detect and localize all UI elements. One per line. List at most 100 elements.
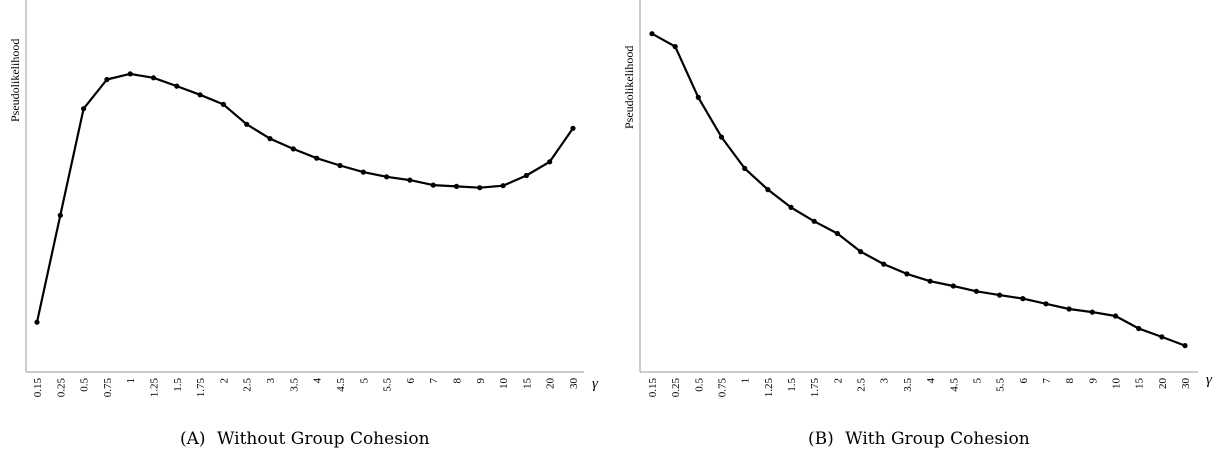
data-point-b-9: [858, 249, 864, 255]
x-tick-label-a-3: 0.75: [102, 378, 114, 398]
x-tick-label-b-7: 1.75: [809, 378, 821, 398]
x-tick-label-a-2: 0.5: [79, 378, 91, 392]
data-point-b-13: [950, 283, 956, 289]
data-point-a-4: [127, 71, 133, 77]
x-tick-label-a-16: 6: [405, 378, 417, 384]
data-point-b-6: [788, 204, 794, 210]
data-point-a-8: [220, 101, 226, 107]
data-point-b-18: [1066, 306, 1072, 312]
x-tick-label-a-7: 1.75: [195, 378, 207, 398]
data-point-b-7: [811, 218, 817, 224]
x-tick-label-b-15: 5.5: [995, 378, 1007, 392]
y-axis-label-b: Pseudolikelihood: [622, 46, 636, 129]
x-tick-label-a-22: 20: [545, 378, 557, 390]
x-tick-label-a-19: 9: [475, 378, 487, 384]
data-point-b-16: [1020, 296, 1026, 302]
x-tick-label-b-14: 5: [971, 378, 983, 384]
x-tick-label-a-20: 10: [498, 378, 510, 390]
x-tick-labels-a: 0.15 0.25 0.5 0.75 1 1.25 1.5 1.75 2 2.5 3 3.5 4 4.5 5…: [32, 378, 580, 398]
x-tick-label-a-10: 3: [265, 378, 277, 384]
data-point-a-11: [290, 146, 296, 152]
x-tick-label-b-4: 1: [740, 378, 752, 384]
y-axis-label-a: Pseudolikelihood: [8, 39, 22, 122]
x-tick-label-b-11: 3.5: [902, 378, 914, 392]
data-point-a-14: [360, 169, 366, 175]
data-point-b-0: [649, 31, 655, 37]
panel-b: Pseudolikelihood γ 0.15 0.25 0.5 0.75 1 1.25 1…: [622, 0, 1213, 397]
data-point-b-15: [997, 292, 1003, 298]
x-tick-label-b-20: 10: [1111, 378, 1123, 390]
x-axis-label-b: γ: [1206, 372, 1213, 388]
x-tick-label-b-10: 3: [879, 378, 891, 384]
data-point-b-19: [1089, 309, 1095, 315]
data-point-a-13: [337, 162, 343, 169]
x-tick-label-b-18: 8: [1064, 378, 1076, 384]
x-tick-label-b-6: 1.5: [786, 378, 798, 392]
caption-a: (A) Without Group Cohesion: [180, 429, 430, 449]
x-tick-label-a-15: 5.5: [382, 378, 394, 392]
data-point-b-2: [695, 94, 701, 100]
x-tick-label-a-18: 8: [452, 378, 464, 384]
x-tick-label-a-4: 1: [125, 378, 137, 384]
data-point-a-9: [244, 121, 250, 127]
data-point-a-3: [104, 76, 110, 83]
data-point-a-0: [34, 319, 40, 325]
data-point-a-19: [477, 185, 483, 191]
x-tick-label-b-0: 0.15: [647, 378, 659, 398]
x-tick-label-b-5: 1.25: [763, 378, 775, 398]
x-tick-label-a-9: 2.5: [242, 378, 254, 392]
x-tick-label-a-6: 1.5: [172, 378, 184, 392]
data-point-a-10: [267, 136, 273, 142]
x-tick-label-a-1: 0.25: [55, 378, 67, 398]
x-tick-label-a-11: 3.5: [288, 378, 300, 392]
data-point-b-22: [1159, 334, 1165, 340]
data-point-b-10: [881, 261, 887, 267]
data-point-a-18: [453, 183, 460, 189]
x-tick-label-b-2: 0.5: [693, 378, 705, 392]
caption-b-tag: (B): [808, 429, 834, 449]
data-point-a-2: [81, 106, 87, 112]
data-point-a-17: [430, 182, 436, 188]
data-point-b-21: [1136, 325, 1142, 332]
x-tick-label-b-13: 4.5: [948, 378, 960, 392]
data-point-a-23: [570, 125, 576, 131]
x-tick-label-a-14: 5: [358, 378, 370, 384]
x-tick-label-b-3: 0.75: [717, 378, 729, 398]
x-tick-label-b-1: 0.25: [670, 378, 682, 398]
x-tick-label-b-16: 6: [1018, 378, 1030, 384]
x-tick-label-b-23: 30: [1180, 378, 1192, 390]
x-tick-labels-b: 0.15 0.25 0.5 0.75 1 1.25 1.5 1.75 2 2.5 3 3.5 4 4.5 5…: [647, 378, 1192, 398]
data-point-a-7: [197, 92, 203, 98]
data-point-a-22: [547, 159, 553, 165]
data-point-b-14: [973, 288, 980, 294]
panel-a: Pseudolikelihood γ 0.15 0.25 0.5 0.75 1 1.25 1…: [8, 0, 599, 397]
x-tick-label-a-0: 0.15: [32, 378, 44, 398]
series-line-a: [35, 72, 574, 323]
data-point-a-21: [523, 172, 530, 179]
x-tick-label-b-17: 7: [1041, 378, 1053, 384]
caption-a-tag: (A): [180, 429, 206, 449]
x-tick-label-a-21: 15: [521, 378, 533, 390]
data-point-a-5: [150, 75, 157, 81]
data-point-b-20: [1112, 313, 1119, 319]
data-point-a-1: [57, 212, 63, 218]
x-tick-label-a-5: 1.25: [149, 378, 161, 398]
x-tick-label-b-19: 9: [1087, 378, 1099, 384]
data-point-b-23: [1182, 343, 1188, 349]
x-tick-label-b-12: 4: [925, 378, 937, 384]
x-tick-label-b-8: 2: [832, 378, 844, 384]
x-tick-label-a-13: 4.5: [335, 378, 347, 392]
data-point-b-1: [672, 44, 678, 50]
data-point-b-8: [834, 230, 841, 237]
caption-b: (B) With Group Cohesion: [808, 429, 1030, 449]
data-point-a-20: [500, 183, 506, 189]
x-tick-label-a-17: 7: [428, 378, 440, 384]
data-point-a-16: [407, 177, 413, 183]
data-point-a-15: [384, 174, 390, 180]
x-tick-label-a-12: 4: [312, 378, 324, 384]
data-point-b-12: [927, 278, 933, 284]
series-line-b: [651, 32, 1186, 347]
data-point-a-6: [174, 83, 180, 89]
series-points-b: [649, 31, 1188, 349]
